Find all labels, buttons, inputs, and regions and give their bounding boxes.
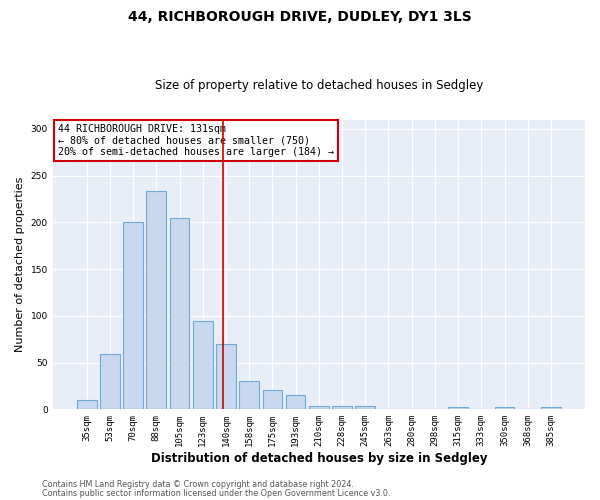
Bar xyxy=(100,354,120,410)
Bar xyxy=(77,400,97,409)
Bar xyxy=(355,406,375,409)
Bar xyxy=(170,218,190,410)
Bar xyxy=(286,396,305,409)
Text: Contains HM Land Registry data © Crown copyright and database right 2024.: Contains HM Land Registry data © Crown c… xyxy=(42,480,354,489)
Bar xyxy=(239,382,259,409)
Title: Size of property relative to detached houses in Sedgley: Size of property relative to detached ho… xyxy=(155,79,483,92)
X-axis label: Distribution of detached houses by size in Sedgley: Distribution of detached houses by size … xyxy=(151,452,487,465)
Bar xyxy=(193,322,212,410)
Bar xyxy=(448,406,468,410)
Text: 44 RICHBOROUGH DRIVE: 131sqm
← 80% of detached houses are smaller (750)
20% of s: 44 RICHBOROUGH DRIVE: 131sqm ← 80% of de… xyxy=(58,124,334,157)
Bar xyxy=(494,406,514,410)
Bar xyxy=(541,406,561,410)
Bar xyxy=(216,344,236,410)
Bar xyxy=(146,190,166,410)
Y-axis label: Number of detached properties: Number of detached properties xyxy=(15,177,25,352)
Bar xyxy=(123,222,143,410)
Bar xyxy=(263,390,282,409)
Bar xyxy=(309,406,329,409)
Text: Contains public sector information licensed under the Open Government Licence v3: Contains public sector information licen… xyxy=(42,488,391,498)
Bar xyxy=(332,406,352,409)
Text: 44, RICHBOROUGH DRIVE, DUDLEY, DY1 3LS: 44, RICHBOROUGH DRIVE, DUDLEY, DY1 3LS xyxy=(128,10,472,24)
